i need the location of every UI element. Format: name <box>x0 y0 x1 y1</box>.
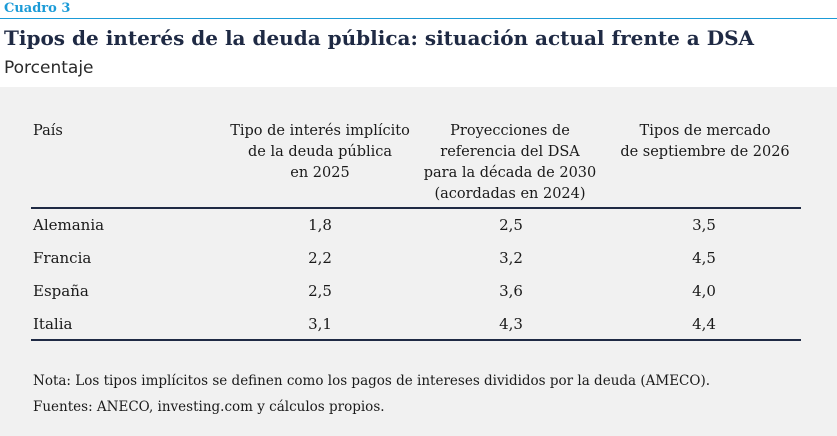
cell-market-rate: 3,5 <box>692 216 716 234</box>
table-panel: País Tipo de interés implícito de la deu… <box>0 87 837 436</box>
cell-country: Alemania <box>33 216 105 234</box>
table-row: Italia 3,1 4,3 4,4 <box>0 311 837 337</box>
table-sources: Fuentes: ANECO, investing.com y cálculos… <box>33 399 385 415</box>
cell-implicit-rate: 2,2 <box>308 249 332 267</box>
box-label: Cuadro 3 <box>4 1 71 16</box>
header-implicit-rate: Tipo de interés implícito de la deuda pú… <box>230 123 410 181</box>
bottom-rule <box>31 339 801 341</box>
header-rule <box>31 207 801 209</box>
header-market-rates: Tipos de mercado de septiembre de 2026 <box>620 123 790 160</box>
cell-implicit-rate: 2,5 <box>308 282 332 300</box>
table-subtitle: Porcentaje <box>4 58 94 78</box>
cell-country: España <box>33 282 89 300</box>
cell-implicit-rate: 3,1 <box>308 315 332 333</box>
cell-dsa-projection: 3,6 <box>499 282 523 300</box>
cell-country: Italia <box>33 315 73 333</box>
table-title: Tipos de interés de la deuda pública: si… <box>4 26 755 50</box>
header-country: País <box>33 123 63 139</box>
table-row: España 2,5 3,6 4,0 <box>0 278 837 304</box>
cell-dsa-projection: 2,5 <box>499 216 523 234</box>
header-dsa-projections: Proyecciones de referencia del DSA para … <box>423 123 597 202</box>
cell-country: Francia <box>33 249 92 267</box>
cell-market-rate: 4,4 <box>692 315 716 333</box>
box-label-bar: Cuadro 3 <box>0 0 837 19</box>
cell-market-rate: 4,0 <box>692 282 716 300</box>
cell-market-rate: 4,5 <box>692 249 716 267</box>
table-row: Alemania 1,8 2,5 3,5 <box>0 212 837 238</box>
cell-dsa-projection: 4,3 <box>499 315 523 333</box>
table-note: Nota: Los tipos implícitos se definen co… <box>33 373 711 389</box>
table-row: Francia 2,2 3,2 4,5 <box>0 245 837 271</box>
cell-dsa-projection: 3,2 <box>499 249 523 267</box>
cell-implicit-rate: 1,8 <box>308 216 332 234</box>
